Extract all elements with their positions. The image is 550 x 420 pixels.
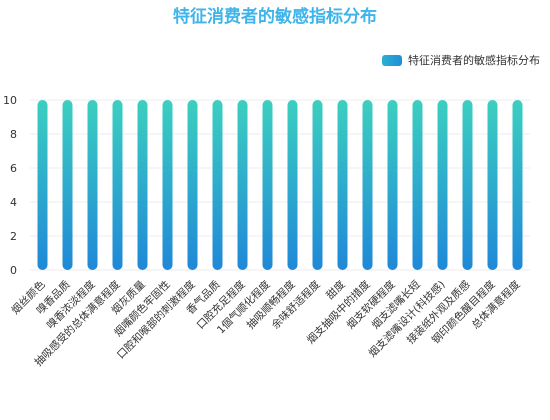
bars xyxy=(37,100,523,270)
y-tick-label: 2 xyxy=(10,230,17,243)
bar[interactable] xyxy=(512,100,523,270)
bar[interactable] xyxy=(337,100,348,270)
bar[interactable] xyxy=(412,100,423,270)
y-tick-label: 10 xyxy=(3,94,17,107)
bar[interactable] xyxy=(387,100,398,270)
bar[interactable] xyxy=(137,100,148,270)
bar[interactable] xyxy=(87,100,98,270)
bar[interactable] xyxy=(312,100,323,270)
y-tick-label: 8 xyxy=(10,128,17,141)
x-axis: 烟丝颜色嗅香品质嗅香浓淡程度抽吸感受的总体满意程度烟灰质量烟嘴颜色牢固性口腔和喉… xyxy=(9,278,523,369)
legend-swatch xyxy=(382,54,402,66)
chart-title: 特征消费者的敏感指标分布 xyxy=(173,7,377,27)
bar[interactable] xyxy=(187,100,198,270)
bar[interactable] xyxy=(237,100,248,270)
bar[interactable] xyxy=(162,100,173,270)
legend-label: 特征消费者的敏感指标分布 xyxy=(408,54,540,67)
bar[interactable] xyxy=(487,100,498,270)
bar[interactable] xyxy=(112,100,123,270)
bar[interactable] xyxy=(37,100,48,270)
bar[interactable] xyxy=(362,100,373,270)
y-tick-label: 4 xyxy=(10,196,17,209)
grid-lines xyxy=(30,99,530,271)
y-axis: 0 2 4 6 8 10 xyxy=(3,94,17,277)
bar[interactable] xyxy=(262,100,273,270)
y-tick-label: 6 xyxy=(10,162,17,175)
bar[interactable] xyxy=(462,100,473,270)
bar[interactable] xyxy=(287,100,298,270)
legend[interactable]: 特征消费者的敏感指标分布 xyxy=(382,52,540,68)
bar[interactable] xyxy=(437,100,448,270)
bar[interactable] xyxy=(62,100,73,270)
bar[interactable] xyxy=(212,100,223,270)
y-tick-label: 0 xyxy=(10,264,17,277)
